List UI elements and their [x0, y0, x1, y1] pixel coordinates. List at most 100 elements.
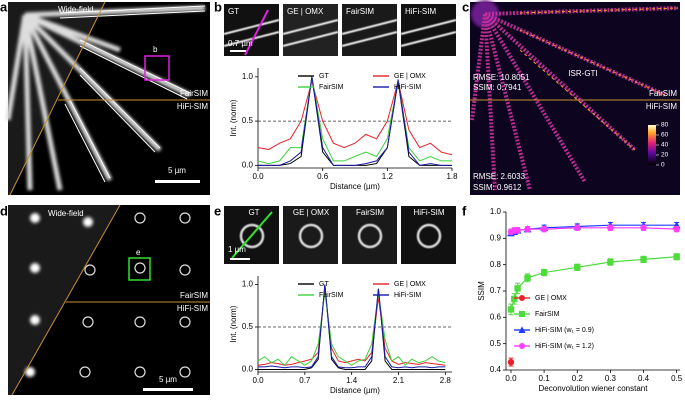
tile-label: FairSIM: [356, 208, 384, 217]
tile-label: HiFi-SIM: [413, 208, 444, 217]
image-label: HiFi-SIM: [177, 304, 208, 313]
panel-label: a: [0, 0, 8, 14]
x-axis-label: Distance (µm): [330, 182, 380, 191]
x-tick-label: 0.0: [252, 172, 264, 181]
series-line: [257, 288, 446, 366]
marker: [607, 258, 614, 266]
x-tick-label: 0.3: [605, 374, 617, 383]
tile-label: GE | OMX: [287, 7, 324, 16]
colorbar-tick-label: 80: [661, 122, 669, 129]
y-axis-label: SSIM: [477, 281, 486, 301]
panel-label: b: [214, 0, 222, 14]
marker: [640, 256, 647, 263]
y-axis-label: Int. (norm): [229, 99, 238, 136]
legend-label: FairSIM: [319, 84, 344, 91]
marker: [607, 224, 614, 231]
panel-label: d: [0, 203, 8, 218]
legend-label: FairSIM: [535, 311, 560, 318]
metric: SSIM: 0.7941: [473, 83, 522, 92]
x-tick-label: 1.2: [382, 172, 394, 181]
legend-label: HiFi-SIM (w₁ = 1.2): [535, 343, 594, 350]
marker: [574, 264, 581, 271]
panel-d-image: [8, 204, 210, 396]
metric: RMSE: 2.6033: [473, 172, 526, 181]
y-tick-label: 0.0: [242, 160, 254, 169]
legend-marker: [518, 326, 526, 333]
tile-label: GT: [228, 7, 239, 16]
tile-label: HiFi-SIM: [405, 7, 436, 16]
y-tick-label: 0.7: [490, 286, 502, 295]
legend-label: HiFi-SIM: [394, 84, 421, 91]
marker: [511, 295, 518, 303]
legend-marker: [519, 295, 525, 301]
series-line: [258, 284, 446, 369]
marker: [524, 274, 531, 282]
y-tick-label: 0.4: [490, 365, 502, 374]
x-tick-label: 0.0: [252, 376, 264, 385]
y-tick-label: 1.0: [242, 72, 254, 81]
marker: [514, 285, 521, 292]
panel-label: e: [214, 203, 221, 218]
panel-b-tiles: [223, 4, 457, 56]
x-tick-label: 0.2: [572, 374, 584, 383]
legend-label: GT: [319, 73, 329, 80]
series-line: [257, 292, 446, 366]
image-label: HiFi-SIM: [646, 102, 677, 111]
metric: SSIM: 0.9612: [473, 183, 522, 192]
legend-label: HiFi-SIM (w₁ = 0.9): [535, 327, 594, 334]
y-tick-label: 0.9: [490, 233, 502, 242]
y-tick-label: 0.6: [490, 312, 502, 321]
x-tick-label: 0.1: [539, 374, 551, 383]
metric: RMSE: 10.8051: [473, 73, 530, 82]
x-tick-label: 2.8: [440, 376, 452, 385]
y-tick-label: 0.5: [242, 322, 254, 331]
marker: [673, 225, 680, 233]
x-tick-label: 0.6: [317, 172, 329, 181]
marker: [540, 269, 548, 276]
colorbar-tick-label: 0: [661, 162, 665, 169]
panel-e-tiles: [224, 206, 456, 264]
legend-label: GE | OMX: [394, 73, 426, 80]
tile-label: GE | OMX: [293, 208, 330, 217]
marker: [514, 227, 521, 234]
marker: [673, 253, 680, 260]
scale-label: 0.7 µm: [228, 39, 253, 48]
series-line: [258, 76, 452, 166]
image-label: FairSIM: [180, 89, 208, 98]
image-label: ISR-GTI: [568, 69, 597, 78]
x-axis-label: Distance (µm): [330, 386, 380, 395]
legend-marker: [519, 343, 525, 349]
colorbar-ticks: 0 20 40 60 80: [656, 122, 669, 169]
legend-marker: [519, 311, 525, 317]
image-label: FairSIM: [180, 291, 208, 300]
marker: [640, 224, 647, 231]
scale-label: 5 µm: [168, 166, 186, 175]
y-tick-label: 1.0: [242, 280, 254, 289]
y-tick-label: 1.0: [490, 207, 502, 216]
marker: [540, 225, 548, 233]
y-tick-label: 0.5: [490, 339, 502, 348]
panel-c-image: [470, 0, 680, 195]
x-tick-label: 2.1: [393, 376, 405, 385]
x-tick-label: 1.8: [446, 172, 458, 181]
colorbar-tick-label: 60: [661, 132, 669, 139]
panel-label: f: [462, 203, 467, 218]
legend-label: GT: [319, 281, 329, 288]
y-axis-label: Int. (norm): [229, 305, 238, 342]
series-line: [257, 76, 452, 165]
marker: [574, 224, 581, 231]
x-axis-label: Deconvolution wiener constant: [539, 384, 649, 393]
series-line: [257, 79, 453, 156]
x-tick-label: 0.7: [299, 376, 311, 385]
colorbar-tick-label: 20: [661, 152, 669, 159]
scale-label: 5 µm: [159, 375, 177, 384]
x-tick-label: 0.4: [638, 374, 650, 383]
series-line: [258, 284, 446, 370]
roi-label: b: [153, 45, 158, 54]
marker: [507, 358, 515, 366]
y-tick-label: 0.0: [242, 365, 254, 374]
image-label: Wide-field: [58, 5, 94, 14]
tile-label: GT: [248, 208, 259, 217]
panel-label: c: [462, 0, 469, 14]
